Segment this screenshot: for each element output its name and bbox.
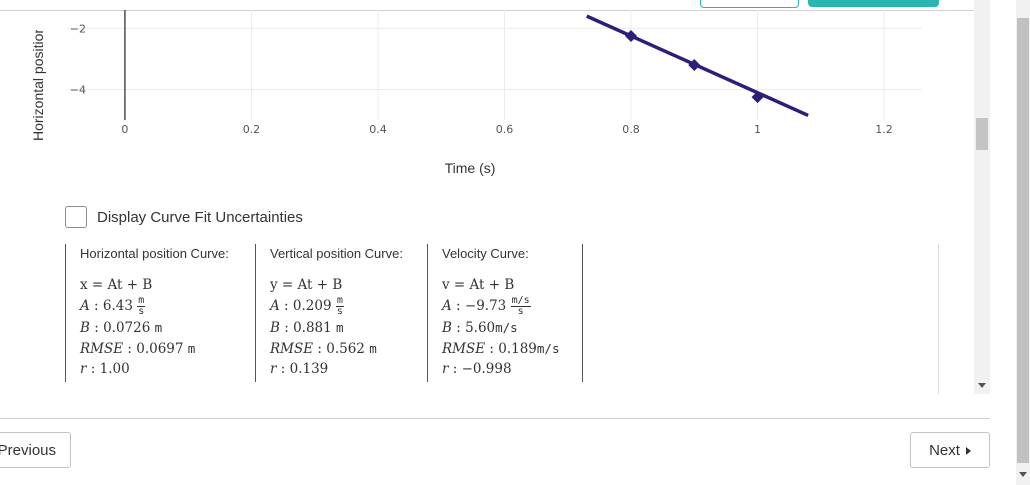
uncertainties-toggle-row[interactable]: Display Curve Fit Uncertainties [65, 205, 303, 229]
fit-equation: v = At + B [442, 277, 515, 293]
chart-grid [68, 10, 922, 120]
fit-title: Horizontal position Curve: [80, 246, 229, 261]
fit-equation: y = At + B [270, 277, 343, 293]
position-time-chart: 0 0.2 0.4 0.6 0.8 1 1.2 −2 −4 [68, 10, 922, 136]
uncertainties-checkbox[interactable] [65, 206, 87, 228]
fit-panel-velocity: Velocity Curve: v = At + B A : −9.73 m/s… [427, 244, 583, 382]
fit-title: Vertical position Curve: [270, 246, 403, 261]
fit-title: Velocity Curve: [442, 246, 529, 261]
page-scrollbar-thumb[interactable] [1017, 18, 1029, 463]
fit-rmse: RMSE : 0.0697 m [80, 341, 196, 357]
fit-equation: x = At + B [80, 277, 153, 293]
fit-param-b: B : 0.881 m [270, 320, 344, 336]
x-tick-label: 1.2 [875, 123, 893, 136]
y-axis-label: Horizontal position [30, 30, 46, 140]
x-tick-label: 0 [121, 123, 128, 136]
panel-scrollbar-thumb[interactable] [976, 118, 988, 150]
fit-panel-horizontal: Horizontal position Curve: x = At + B A … [65, 244, 256, 382]
data-points [625, 29, 764, 104]
fit-panel-vertical: Vertical position Curve: y = At + B A : … [255, 244, 428, 382]
panel-scrollbar[interactable] [974, 0, 990, 394]
scroll-down-arrow-icon[interactable] [978, 383, 986, 388]
toolbar-outline-button[interactable] [700, 0, 799, 8]
fit-rmse: RMSE : 0.189m/s [442, 341, 560, 357]
x-axis-label: Time (s) [444, 160, 496, 176]
footer-divider [0, 418, 990, 419]
next-arrow-icon [965, 446, 971, 455]
fit-param-a: A : −9.73 m/s s [442, 295, 531, 317]
x-tick-label: 0.4 [369, 123, 387, 136]
fit-r: r : 1.00 [80, 361, 130, 377]
fit-param-b: B : 0.0726 m [80, 320, 163, 336]
data-point [625, 29, 638, 42]
next-button[interactable]: Next [910, 432, 990, 468]
x-tick-label: 1 [754, 123, 761, 136]
data-point [688, 59, 701, 71]
x-tick-label: 0.8 [622, 123, 640, 136]
previous-button[interactable]: Previous [0, 432, 71, 468]
fit-r: r : 0.139 [270, 361, 329, 377]
x-tick-label: 0.6 [496, 123, 514, 136]
page-scroll-down-arrow-icon[interactable] [1019, 472, 1027, 477]
unit-fraction: m/s s [510, 295, 531, 317]
y-tick-label: −4 [70, 83, 86, 96]
top-toolbar [0, 0, 975, 11]
x-tick-label: 0.2 [243, 123, 261, 136]
fit-r: r : −0.998 [442, 361, 512, 377]
x-axis-ticks: 0 0.2 0.4 0.6 0.8 1 1.2 [121, 123, 892, 136]
data-point [751, 91, 764, 104]
toolbar-primary-button[interactable] [808, 0, 939, 7]
panel-divider [938, 244, 939, 394]
y-axis-label-wrap: Horizontal position [28, 30, 48, 140]
y-axis-ticks: −2 −4 [70, 22, 86, 96]
fit-rmse: RMSE : 0.562 m [270, 341, 377, 357]
y-tick-label: −2 [70, 22, 86, 35]
uncertainties-label: Display Curve Fit Uncertainties [97, 208, 303, 226]
fit-param-b: B : 5.60m/s [442, 320, 518, 336]
